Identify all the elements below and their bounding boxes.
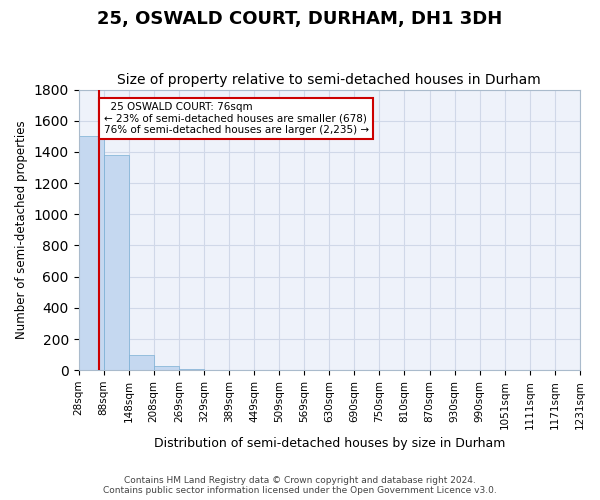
Text: 25, OSWALD COURT, DURHAM, DH1 3DH: 25, OSWALD COURT, DURHAM, DH1 3DH xyxy=(97,10,503,28)
Bar xyxy=(128,354,154,370)
Bar xyxy=(79,136,104,370)
Title: Size of property relative to semi-detached houses in Durham: Size of property relative to semi-detach… xyxy=(118,73,541,87)
Bar xyxy=(104,155,128,370)
Y-axis label: Number of semi-detached properties: Number of semi-detached properties xyxy=(15,120,28,339)
Bar xyxy=(154,366,179,370)
Text: Contains HM Land Registry data © Crown copyright and database right 2024.
Contai: Contains HM Land Registry data © Crown c… xyxy=(103,476,497,495)
Text: 25 OSWALD COURT: 76sqm
← 23% of semi-detached houses are smaller (678)
76% of se: 25 OSWALD COURT: 76sqm ← 23% of semi-det… xyxy=(104,102,369,135)
X-axis label: Distribution of semi-detached houses by size in Durham: Distribution of semi-detached houses by … xyxy=(154,437,505,450)
